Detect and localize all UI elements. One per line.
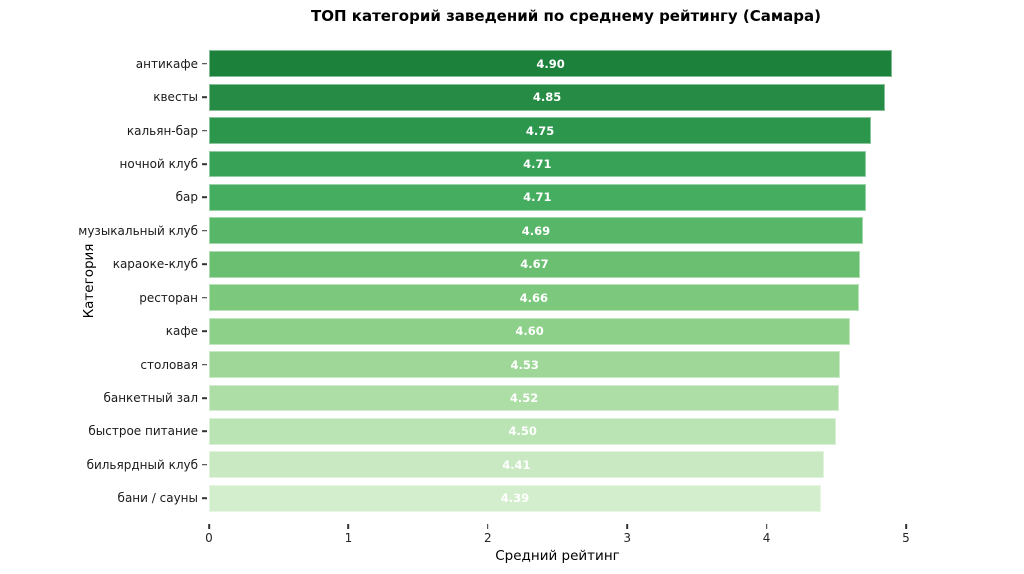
bar-row: кафе 4.60 bbox=[166, 317, 906, 345]
x-tick-label: 5 bbox=[902, 531, 910, 545]
bar: 4.39 bbox=[209, 484, 821, 512]
x-tick: 4 bbox=[762, 524, 771, 545]
bar: 4.67 bbox=[209, 250, 860, 278]
y-tick-mark bbox=[202, 129, 207, 132]
y-axis-label: Категория bbox=[81, 243, 97, 319]
x-axis: 0 1 2 3 4 5 bbox=[205, 524, 910, 564]
x-tick: 1 bbox=[344, 524, 353, 545]
x-tick: 3 bbox=[623, 524, 631, 544]
x-tick-label: 0 bbox=[205, 531, 213, 545]
category-label: бани / сауны bbox=[117, 491, 198, 506]
y-tick-mark bbox=[202, 330, 207, 332]
bar: 4.53 bbox=[209, 351, 841, 378]
x-tick-mark bbox=[208, 524, 210, 529]
plot-area: антикафе 4.90 квесты 4.85 кальян-бар 4.75 ночн… bbox=[78, 47, 906, 515]
category-label: ресторан bbox=[139, 290, 198, 305]
category-label: квесты bbox=[153, 90, 198, 105]
y-tick-mark bbox=[202, 363, 207, 366]
y-tick-mark bbox=[202, 230, 207, 232]
y-tick-mark bbox=[202, 163, 207, 165]
category-label: караоке-клуб bbox=[112, 257, 198, 272]
bar-value-label: 4.75 bbox=[525, 123, 555, 138]
x-tick-mark bbox=[765, 524, 768, 529]
category-label: ночной клуб bbox=[119, 156, 199, 171]
bar-row: музыкальный клуб 4.69 bbox=[78, 217, 906, 245]
y-tick-mark bbox=[202, 397, 207, 399]
bar-value-label: 4.67 bbox=[520, 257, 549, 272]
category-label: антикафе bbox=[135, 56, 198, 71]
y-tick-mark bbox=[202, 263, 207, 266]
bar-value-label: 4.85 bbox=[532, 90, 562, 105]
bar-row: квесты 4.85 bbox=[153, 83, 906, 111]
bar: 4.50 bbox=[209, 418, 837, 445]
bar: 4.71 bbox=[209, 184, 866, 211]
bar: 4.75 bbox=[209, 117, 872, 144]
y-tick-mark bbox=[202, 430, 207, 433]
y-tick-mark bbox=[202, 497, 207, 500]
bar-row: бильярдный клуб 4.41 bbox=[87, 451, 906, 479]
x-tick-label: 4 bbox=[762, 531, 771, 545]
category-label: быстрое питание bbox=[88, 424, 198, 439]
bar: 4.52 bbox=[209, 384, 840, 412]
x-tick-mark bbox=[486, 524, 489, 529]
y-tick-mark bbox=[202, 62, 207, 65]
x-tick-mark bbox=[626, 524, 628, 529]
x-tick: 0 bbox=[205, 524, 213, 544]
category-label: бар bbox=[175, 190, 198, 205]
category-label: столовая bbox=[140, 357, 198, 372]
bar-row: караоке-клуб 4.67 bbox=[113, 250, 906, 278]
bar: 4.71 bbox=[209, 150, 866, 178]
bar-value-label: 4.69 bbox=[521, 223, 551, 238]
category-label: банкетный зал bbox=[103, 390, 198, 405]
bar-value-label: 4.71 bbox=[523, 156, 552, 171]
bar-value-label: 4.52 bbox=[509, 390, 539, 405]
bar-value-label: 4.39 bbox=[500, 491, 530, 506]
category-label: кальян-бар bbox=[126, 123, 198, 138]
category-label: музыкальный клуб bbox=[78, 223, 198, 238]
x-axis-label: Средний рейтинг bbox=[495, 548, 620, 564]
bar-row: быстрое питание 4.50 bbox=[88, 418, 906, 445]
bar-row: столовая 4.53 bbox=[140, 351, 906, 378]
chart-title: ТОП категорий заведений по среднему рейт… bbox=[311, 7, 821, 25]
bar-row: ночной клуб 4.71 bbox=[120, 150, 906, 178]
category-label: кафе bbox=[165, 324, 198, 339]
bar-value-label: 4.66 bbox=[519, 290, 548, 305]
bar: 4.60 bbox=[209, 317, 851, 345]
bar-row: кальян-бар 4.75 bbox=[127, 117, 906, 144]
y-tick-mark bbox=[202, 464, 207, 466]
x-tick-label: 2 bbox=[483, 531, 492, 545]
x-tick-label: 1 bbox=[344, 531, 353, 545]
bar-row: банкетный зал 4.52 bbox=[103, 384, 906, 412]
bar: 4.41 bbox=[209, 451, 824, 479]
bar-value-label: 4.50 bbox=[508, 424, 537, 439]
bar: 4.66 bbox=[209, 284, 859, 312]
bar: 4.69 bbox=[209, 217, 863, 245]
x-tick: 5 bbox=[902, 524, 910, 544]
x-tick-mark bbox=[905, 524, 907, 529]
bar-value-label: 4.90 bbox=[536, 56, 565, 71]
bar-row: ресторан 4.66 bbox=[139, 284, 906, 312]
y-tick-mark bbox=[202, 196, 207, 199]
x-tick-label: 3 bbox=[623, 531, 632, 545]
bar-value-label: 4.53 bbox=[510, 357, 539, 372]
x-tick-mark bbox=[347, 524, 350, 529]
y-tick-mark bbox=[202, 96, 207, 98]
category-label: бильярдный клуб bbox=[86, 457, 198, 472]
x-tick: 2 bbox=[484, 524, 492, 544]
bar-value-label: 4.60 bbox=[515, 324, 544, 339]
y-tick-mark bbox=[202, 296, 207, 299]
bar: 4.85 bbox=[209, 83, 886, 111]
bar-row: бар 4.71 bbox=[176, 184, 906, 211]
bar-value-label: 4.71 bbox=[523, 190, 552, 205]
bar: 4.90 bbox=[209, 50, 893, 78]
bar-row: бани / сауны 4.39 bbox=[118, 484, 906, 512]
bar-row: антикафе 4.90 bbox=[136, 50, 906, 78]
bar-value-label: 4.41 bbox=[502, 457, 531, 472]
